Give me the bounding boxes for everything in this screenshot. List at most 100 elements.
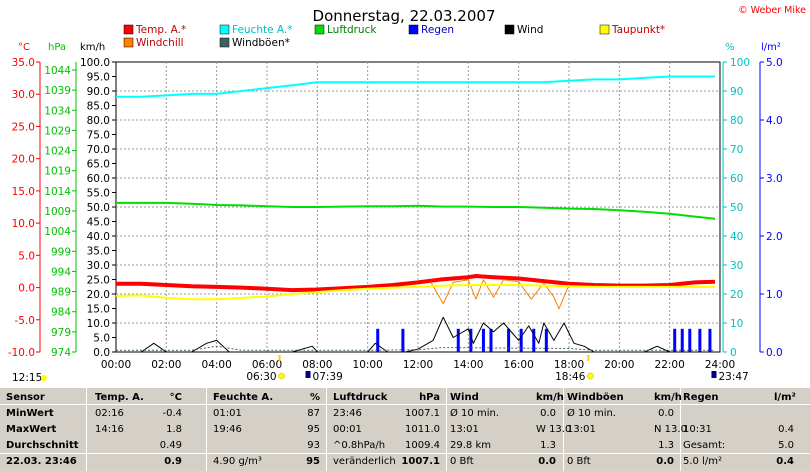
- pressure-tick-label: 1014: [44, 186, 71, 198]
- humidity-tick-label: 0: [730, 347, 737, 359]
- pressure-tick-label: 989: [51, 287, 71, 299]
- table-header-cell: Feuchte A.: [213, 392, 274, 403]
- temp-tick-label: -5.0: [15, 315, 36, 327]
- table-cell: 23:46: [333, 408, 362, 419]
- x-tick-label: 16:00: [504, 359, 534, 371]
- table-cell: Durchschnitt: [6, 440, 79, 451]
- legend-label: Temp. A.*: [135, 24, 186, 36]
- weather-chart: Donnerstag, 22.03.2007 © Weber Mike Temp…: [8, 5, 806, 384]
- temp-tick-label: 30.0: [12, 89, 35, 101]
- rain-bar: [532, 328, 536, 352]
- humidity-tick-label: 40: [730, 231, 743, 243]
- sun-time-label: 18:46: [555, 371, 586, 383]
- series-line-wind: [116, 316, 715, 353]
- pressure-tick-label: 1029: [44, 125, 71, 137]
- temp-tick-label: 5.0: [18, 250, 35, 262]
- pressure-tick-label: 1039: [44, 85, 71, 97]
- wind-tick-label: 5.0: [93, 333, 110, 345]
- table-header-divider: [0, 404, 810, 405]
- legend-swatch: [599, 24, 610, 35]
- pressure-tick-label: 999: [51, 246, 71, 258]
- wind-tick-label: 95.0: [87, 72, 110, 84]
- x-tick-label: 06:00: [252, 359, 282, 371]
- legend-swatch: [504, 24, 515, 35]
- temp-tick-label: 20.0: [12, 154, 35, 166]
- x-tick-label: 12:00: [403, 359, 433, 371]
- rain-tick-label: 2.0: [766, 231, 783, 243]
- plot-area: [115, 75, 716, 353]
- legend-label: Luftdruck: [327, 24, 377, 36]
- table-cell: 1.8: [166, 424, 182, 435]
- x-tick-label: 08:00: [302, 359, 332, 371]
- chart-axes: 00:00 02:00 04:00 06:00 08:00 10:00 12:00 14:00…: [8, 57, 783, 371]
- sun-icon: [587, 372, 594, 380]
- wind-axis-unit: km/h: [80, 42, 105, 53]
- temp-tick-label: -10.0: [8, 347, 35, 359]
- pressure-axis-unit: hPa: [48, 42, 66, 53]
- x-tick-label: 18:00: [554, 359, 584, 371]
- sun-marker: [278, 355, 281, 361]
- table-cell: 10:31: [683, 424, 712, 435]
- table-column-separator: [680, 388, 681, 471]
- table-cell: 93: [307, 440, 320, 451]
- table-cell: 29.8 km: [450, 440, 491, 451]
- legend-label: Taupunkt*: [611, 24, 665, 36]
- rain-bar: [708, 328, 712, 352]
- rain-bar: [376, 328, 380, 352]
- pressure-tick-label: 994: [51, 266, 71, 278]
- wind-tick-label: 10.0: [87, 318, 110, 330]
- table-header-cell: Regen: [683, 392, 719, 403]
- pressure-tick-label: 1009: [44, 206, 71, 218]
- table-column-separator: [446, 388, 447, 471]
- humidity-tick-label: 70: [730, 144, 743, 156]
- table-cell: 1.3: [658, 440, 674, 451]
- rain-tick-label: 1.0: [766, 289, 783, 301]
- rain-bar: [489, 328, 493, 352]
- table-cell: 02:16: [95, 408, 124, 419]
- rain-bar: [481, 328, 485, 352]
- x-tick-label: 14:00: [453, 359, 483, 371]
- rain-bar: [519, 328, 523, 352]
- moon-icon: [305, 371, 311, 378]
- legend-swatch: [219, 37, 230, 48]
- table-cell: 13:01: [450, 424, 479, 435]
- rain-tick-label: 5.0: [766, 57, 783, 69]
- rain-bar: [544, 328, 548, 352]
- rain-bar: [507, 328, 511, 352]
- table-cell: 13:01: [567, 424, 596, 435]
- pressure-tick-label: 1034: [44, 105, 71, 117]
- table-cell: 0.49: [159, 440, 182, 451]
- pressure-tick-label: 1024: [44, 146, 71, 158]
- series-line-temp-a: [116, 274, 716, 293]
- temp-tick-label: 25.0: [12, 121, 35, 133]
- table-cell: Gesamt:: [683, 440, 726, 451]
- table-header-cell: %: [309, 392, 320, 403]
- table-cell: 19:46: [213, 424, 242, 435]
- wind-tick-label: 80.0: [87, 115, 110, 127]
- humidity-tick-label: 80: [730, 115, 743, 127]
- table-cell: 0.0: [538, 456, 556, 467]
- table-cell: 95: [306, 456, 320, 467]
- pressure-tick-label: 974: [51, 347, 71, 359]
- rain-tick-label: 0.0: [766, 347, 783, 359]
- copyright-text: © Weber Mike: [738, 5, 806, 16]
- wind-tick-label: 100.0: [80, 57, 110, 69]
- table-cell: 0.0: [540, 408, 556, 419]
- legend-label: Regen: [421, 24, 454, 36]
- table-cell: 1007.1: [405, 408, 440, 419]
- moon-icon: [711, 371, 717, 378]
- rain-bar: [673, 328, 677, 352]
- chart-legend: Temp. A.* Feuchte A.* Luftdruck Regen Wind Ta…: [123, 24, 665, 49]
- sun-icon: [41, 375, 47, 381]
- table-header-cell: °C: [169, 392, 182, 403]
- table-column-separator: [326, 388, 327, 471]
- table-cell: 1007.1: [401, 456, 440, 467]
- x-tick-label: 04:00: [202, 359, 232, 371]
- humidity-tick-label: 60: [730, 173, 743, 185]
- table-cell: 0.0: [656, 456, 674, 467]
- table-cell: ^0.8hPa/h: [333, 440, 386, 451]
- pressure-tick-label: 1019: [44, 166, 71, 178]
- wind-tick-label: 0.0: [93, 347, 110, 359]
- wind-tick-label: 35.0: [87, 246, 110, 258]
- x-tick-label: 10:00: [353, 359, 383, 371]
